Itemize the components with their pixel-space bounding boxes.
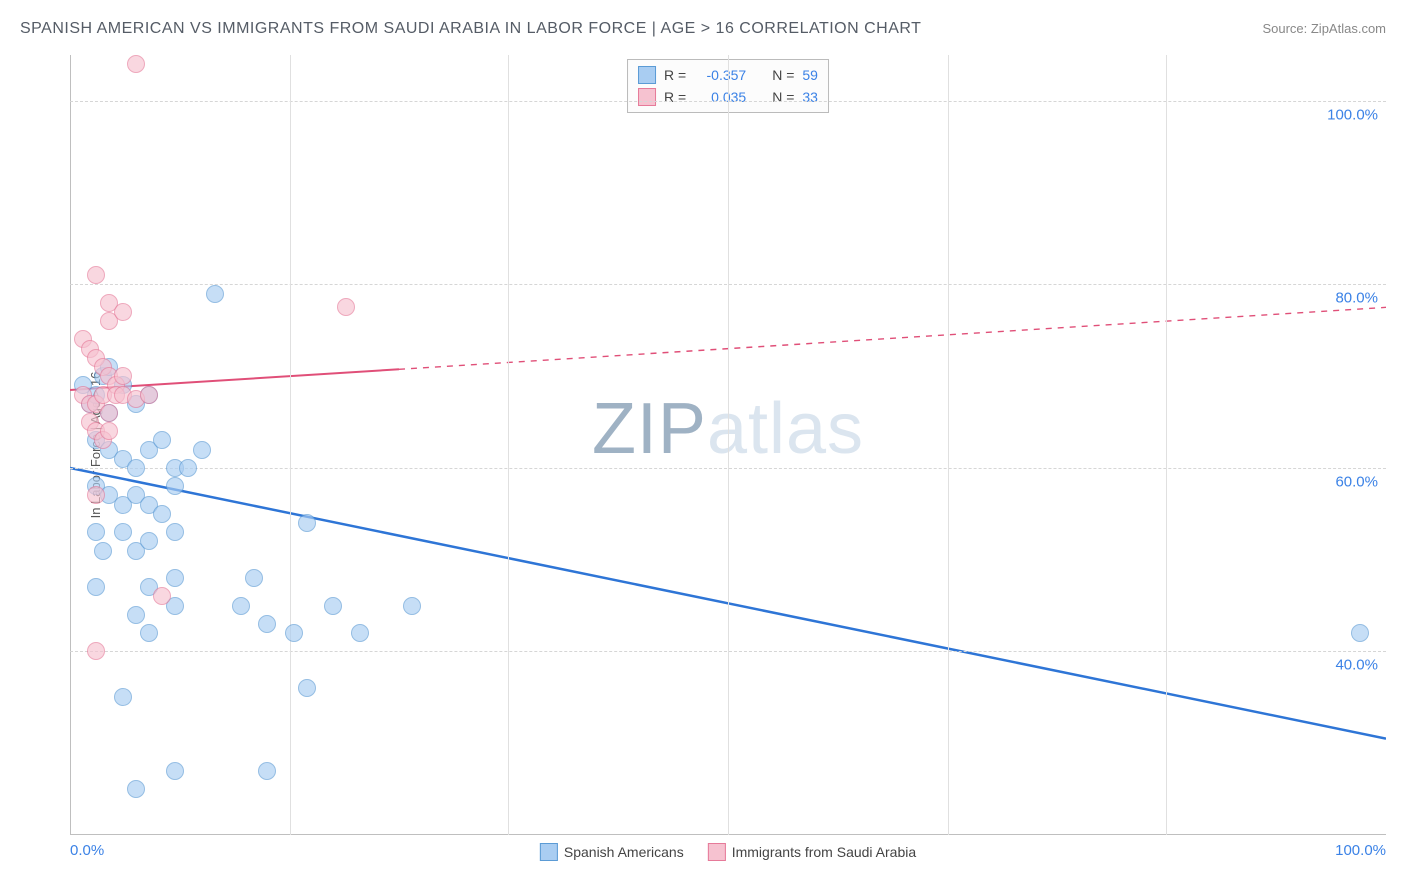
data-point [245,569,263,587]
data-point [114,303,132,321]
data-point [127,459,145,477]
data-point [206,285,224,303]
data-point [127,780,145,798]
grid-line-v [1166,55,1167,835]
data-point [351,624,369,642]
data-point [166,569,184,587]
data-point [285,624,303,642]
data-point [140,624,158,642]
data-point [298,514,316,532]
legend-r-label: R = [664,67,686,83]
legend-r-value: -0.357 [694,67,746,83]
legend-n-label: N = [772,89,794,105]
data-point [179,459,197,477]
legend-series-item: Immigrants from Saudi Arabia [708,843,916,861]
source-attribution: Source: ZipAtlas.com [1262,21,1386,36]
data-point [100,404,118,422]
header: SPANISH AMERICAN VS IMMIGRANTS FROM SAUD… [20,20,1386,38]
grid-line-v [728,55,729,835]
data-point [193,441,211,459]
data-point [87,523,105,541]
legend-swatch [638,66,656,84]
legend-series-label: Spanish Americans [564,844,684,860]
chart-area: In Labor Force | Age > 16 ZIPatlas R = -… [50,55,1386,835]
data-point [298,679,316,697]
data-point [127,606,145,624]
legend-swatch [540,843,558,861]
grid-line-v [290,55,291,835]
watermark-text-1: ZIP [592,389,707,469]
legend-swatch [708,843,726,861]
x-tick-label: 0.0% [70,842,104,859]
legend-n-value: 33 [802,89,818,105]
data-point [127,55,145,73]
data-point [153,431,171,449]
legend-r-label: R = [664,89,686,105]
data-point [166,762,184,780]
data-point [140,532,158,550]
legend-r-value: 0.035 [694,89,746,105]
data-point [114,367,132,385]
data-point [324,597,342,615]
legend-series-label: Immigrants from Saudi Arabia [732,844,916,860]
y-axis-line [70,55,71,835]
y-tick-label: 100.0% [1327,106,1378,123]
data-point [337,298,355,316]
legend-swatch [638,88,656,106]
data-point [114,688,132,706]
chart-title: SPANISH AMERICAN VS IMMIGRANTS FROM SAUD… [20,20,921,38]
data-point [166,477,184,495]
data-point [258,615,276,633]
data-point [87,578,105,596]
y-tick-label: 80.0% [1335,290,1378,307]
data-point [140,386,158,404]
y-tick-label: 60.0% [1335,473,1378,490]
x-tick-label: 100.0% [1335,842,1386,859]
data-point [87,266,105,284]
data-point [153,505,171,523]
data-point [258,762,276,780]
data-point [153,587,171,605]
data-point [114,523,132,541]
data-point [403,597,421,615]
data-point [232,597,250,615]
legend-series: Spanish Americans Immigrants from Saudi … [540,843,916,861]
data-point [87,486,105,504]
data-point [166,523,184,541]
y-tick-label: 40.0% [1335,657,1378,674]
grid-line-v [948,55,949,835]
data-point [100,422,118,440]
data-point [87,642,105,660]
grid-line-v [508,55,509,835]
watermark-text-2: atlas [707,389,864,469]
data-point [1351,624,1369,642]
legend-series-item: Spanish Americans [540,843,684,861]
legend-n-label: N = [772,67,794,83]
legend-n-value: 59 [802,67,818,83]
scatter-plot: ZIPatlas R = -0.357 N = 59 R = 0.035 N =… [70,55,1386,835]
data-point [94,542,112,560]
